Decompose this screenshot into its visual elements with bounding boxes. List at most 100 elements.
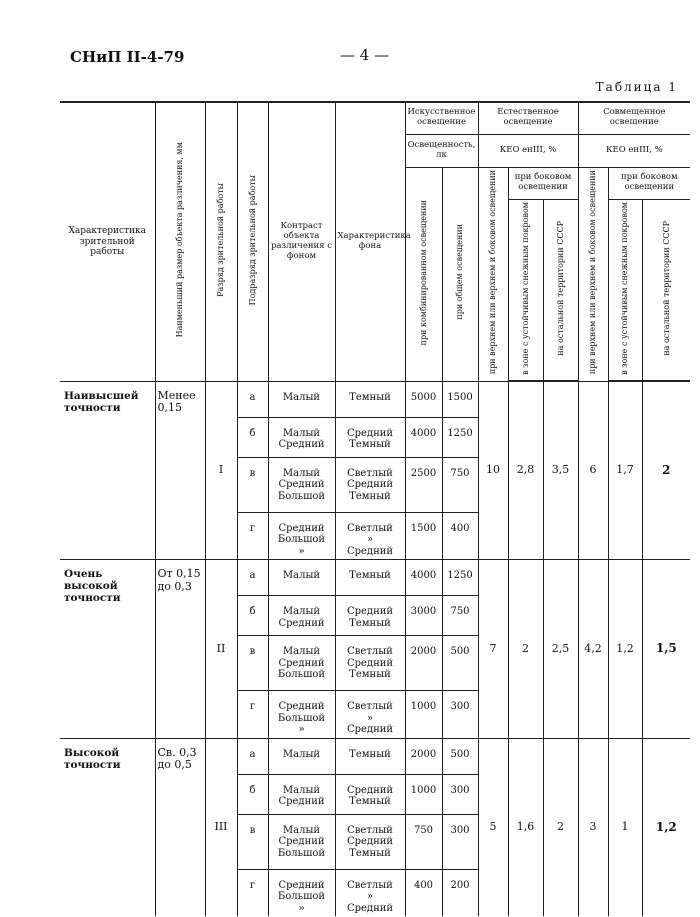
category: III: [204, 737, 238, 917]
col-work: Характеристика зрительной работы: [60, 100, 156, 382]
illum-combined: 2500: [404, 456, 443, 513]
col-combined: при комбинированном освещении: [418, 199, 428, 345]
illum-combined: 400: [404, 868, 443, 917]
keo-value: 2: [507, 559, 544, 739]
col-top-side-mixed: при верхнем или верхнем и боковом освеще…: [588, 170, 598, 375]
illum-general: 1500: [441, 380, 479, 418]
contrast: Малый Средний Большой: [267, 456, 336, 513]
background: Темный: [334, 737, 406, 775]
illum-combined: 750: [404, 813, 443, 870]
col-side: при боковом освещении: [507, 166, 579, 200]
background: Средний Темный: [334, 595, 406, 636]
subcategory: г: [237, 690, 269, 739]
subcategory: б: [237, 416, 269, 458]
lighting-norms-table: Характеристика зрительной работы Наимень…: [60, 100, 691, 917]
illum-general: 500: [441, 737, 479, 775]
table-row: в Малый Средний Большой Светлый Средний Те…: [60, 456, 690, 513]
background: Светлый » Средний: [334, 511, 406, 560]
table-row: г Средний Большой » Светлый » Средний 400 20…: [60, 868, 690, 917]
contrast: Малый Средний: [267, 773, 336, 815]
page-number: — 4 —: [340, 46, 390, 64]
work-name: Высокой точности: [60, 737, 156, 917]
background: Светлый Средний Темный: [334, 635, 406, 691]
col-keo-mixed: КЕО eнIII, %: [577, 133, 691, 168]
background: Светлый Средний Темный: [334, 813, 406, 870]
keo-value: 4,2: [577, 559, 609, 739]
table-row: в Малый Средний Большой Светлый Средний Те…: [60, 635, 690, 691]
col-size: Наименьший размер объекта различения, мм: [175, 142, 185, 338]
col-illuminance: Освещенность, лк: [405, 133, 479, 168]
work-name: Наивысшей точности: [60, 380, 156, 560]
illum-general: 300: [441, 773, 479, 815]
illum-general: 200: [441, 868, 479, 917]
background: Светлый » Средний: [334, 690, 406, 739]
keo-value: 1,5: [641, 559, 691, 739]
col-snow-zone: в зоне с устойчивым снежным покровом: [520, 201, 530, 375]
illum-general: 500: [441, 635, 479, 691]
illum-general: 750: [441, 595, 479, 636]
col-subcategory: Подразряд зрительной работы: [247, 174, 257, 306]
illum-combined: 5000: [404, 380, 443, 418]
contrast: Малый Средний: [267, 416, 336, 458]
illum-combined: 2000: [404, 635, 443, 691]
col-keo-natural: КЕО eнIII, %: [477, 133, 579, 168]
keo-value: 2,5: [542, 559, 579, 739]
table-row: б Малый Средний Средний Темный 1000 300: [60, 773, 690, 815]
illum-combined: 1000: [404, 773, 443, 815]
background: Темный: [334, 380, 406, 418]
illum-general: 750: [441, 456, 479, 513]
keo-value: 1,2: [641, 737, 691, 917]
col-rest: на остальной территории СССР: [555, 220, 565, 356]
table-row: б Малый Средний Средний Темный 3000 750: [60, 595, 690, 636]
table-row: Очень высокой точности От 0,15 до 0,3 II а М…: [60, 559, 691, 739]
background: Темный: [334, 559, 406, 596]
col-natural: Естественное освещение: [477, 101, 579, 135]
background: Средний Темный: [334, 773, 406, 815]
background: Светлый » Средний: [334, 868, 406, 917]
illum-combined: 1500: [404, 511, 443, 560]
illum-general: 1250: [441, 559, 479, 596]
col-mixed: Совмещенное освещение: [577, 101, 691, 135]
contrast: Средний Большой »: [267, 511, 336, 560]
keo-value: 2: [542, 737, 579, 917]
contrast: Малый Средний: [267, 595, 336, 636]
subcategory: в: [237, 635, 269, 691]
subcategory: а: [236, 737, 269, 775]
document-code: СНиП II-4-79: [70, 48, 185, 66]
table-caption: Таблица 1: [595, 80, 678, 94]
contrast: Малый: [267, 737, 336, 775]
background: Светлый Средний Темный: [334, 456, 406, 513]
illum-general: 300: [441, 813, 479, 870]
col-rest-mixed: на остальной территории СССР: [661, 220, 671, 356]
subcategory: б: [237, 595, 269, 636]
col-general: при общем освещении: [455, 224, 465, 320]
contrast: Малый: [267, 559, 336, 596]
background: Средний Темный: [334, 416, 406, 458]
col-contrast: Контраст объекта различения с фоном: [267, 100, 336, 382]
object-size: Менее 0,15: [154, 380, 206, 560]
subcategory: г: [237, 511, 269, 560]
contrast: Средний Большой »: [267, 868, 336, 917]
contrast: Малый Средний Большой: [267, 813, 336, 870]
illum-general: 400: [441, 511, 479, 560]
illum-combined: 4000: [404, 416, 443, 458]
subcategory: г: [237, 868, 269, 917]
keo-value: 6: [577, 380, 609, 560]
keo-value: 1,6: [507, 737, 544, 917]
col-category: Разряд зрительной работы: [216, 182, 226, 297]
keo-value: 3,5: [542, 380, 579, 560]
keo-value: 3: [577, 737, 609, 917]
illum-combined: 2000: [404, 737, 443, 775]
keo-value: 2: [641, 380, 691, 560]
keo-value: 1: [607, 737, 643, 917]
work-name: Очень высокой точности: [60, 559, 156, 739]
col-background: Характеристика фона: [334, 100, 411, 382]
category: II: [204, 559, 238, 739]
contrast: Малый: [267, 380, 336, 418]
illum-combined: 3000: [404, 595, 443, 636]
keo-value: 7: [477, 559, 509, 739]
illum-general: 1250: [441, 416, 479, 458]
object-size: Св. 0,3 до 0,5: [154, 737, 206, 917]
keo-value: 1,7: [607, 380, 643, 560]
